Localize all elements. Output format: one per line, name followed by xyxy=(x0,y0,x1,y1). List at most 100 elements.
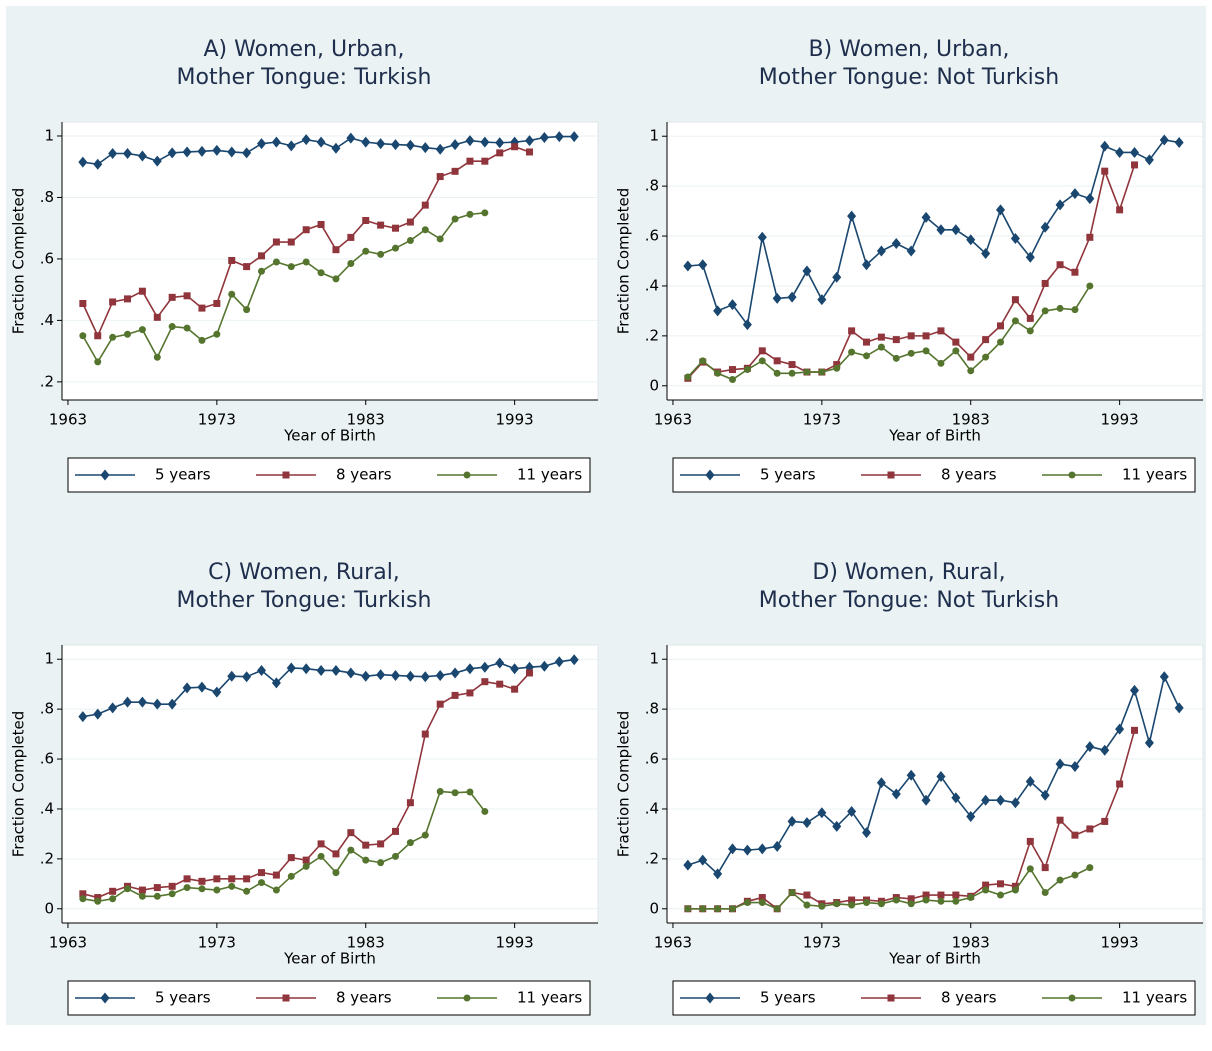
marker xyxy=(153,892,161,900)
marker xyxy=(1086,825,1094,833)
marker xyxy=(921,794,931,806)
marker xyxy=(833,361,841,369)
marker xyxy=(421,201,429,209)
marker xyxy=(832,271,842,283)
marker xyxy=(511,685,519,693)
legend-marker xyxy=(705,992,715,1004)
x-tick-label: 1993 xyxy=(496,411,534,429)
x-axis-title: Year of Birth xyxy=(283,950,376,968)
marker xyxy=(1026,314,1034,322)
marker xyxy=(362,217,370,225)
marker xyxy=(818,368,826,376)
chart-title: B) Women, Urban, xyxy=(808,37,1009,62)
series-line xyxy=(82,212,485,364)
marker xyxy=(198,336,206,344)
marker xyxy=(848,348,856,356)
marker xyxy=(1041,279,1049,287)
marker xyxy=(1159,671,1169,683)
marker xyxy=(907,895,915,903)
marker xyxy=(286,140,296,152)
marker xyxy=(481,157,489,165)
marker xyxy=(287,263,295,271)
marker xyxy=(436,235,444,243)
marker xyxy=(377,250,385,258)
y-tick-label: .2 xyxy=(40,372,54,390)
marker xyxy=(526,148,534,156)
marker xyxy=(729,905,737,913)
y-tick-label: 1 xyxy=(44,126,54,144)
marker xyxy=(168,323,176,331)
marker xyxy=(168,293,176,301)
marker xyxy=(952,897,960,905)
marker xyxy=(332,275,340,283)
marker xyxy=(817,807,827,819)
marker xyxy=(802,265,812,277)
marker xyxy=(937,891,945,899)
marker xyxy=(1086,233,1094,241)
marker xyxy=(123,148,133,160)
marker xyxy=(1010,233,1020,245)
marker xyxy=(698,259,708,271)
y-tick-label: .6 xyxy=(40,249,54,267)
marker xyxy=(833,900,841,908)
marker xyxy=(94,897,102,905)
marker xyxy=(758,899,766,907)
marker xyxy=(684,905,692,913)
marker xyxy=(258,869,266,877)
marker xyxy=(138,287,146,295)
marker xyxy=(198,304,206,312)
marker xyxy=(138,886,146,894)
marker xyxy=(891,238,901,250)
marker xyxy=(877,900,885,908)
marker xyxy=(108,148,118,160)
marker xyxy=(197,681,207,693)
marker xyxy=(227,670,237,682)
marker xyxy=(182,146,192,158)
marker xyxy=(554,131,564,143)
marker xyxy=(331,664,341,676)
marker xyxy=(258,252,266,260)
marker xyxy=(510,663,520,675)
marker xyxy=(317,840,325,848)
marker xyxy=(79,332,87,340)
marker xyxy=(451,215,459,223)
marker xyxy=(346,132,356,144)
marker xyxy=(966,234,976,246)
chart-title: Mother Tongue: Turkish xyxy=(177,65,432,90)
marker xyxy=(272,238,280,246)
marker xyxy=(124,295,132,303)
marker xyxy=(346,667,356,679)
marker xyxy=(198,885,206,893)
marker xyxy=(892,896,900,904)
x-tick-label: 1963 xyxy=(654,411,692,429)
marker xyxy=(451,691,459,699)
y-tick-label: 0 xyxy=(649,376,659,394)
marker xyxy=(863,352,871,360)
marker xyxy=(228,882,236,890)
marker xyxy=(1056,304,1064,312)
marker xyxy=(496,149,504,157)
marker xyxy=(466,689,474,697)
marker xyxy=(1086,282,1094,290)
marker xyxy=(906,245,916,257)
marker xyxy=(465,663,475,675)
marker xyxy=(997,891,1005,899)
marker xyxy=(996,204,1006,216)
marker xyxy=(152,698,162,710)
marker xyxy=(907,349,915,357)
marker xyxy=(1131,161,1139,169)
marker xyxy=(109,895,117,903)
y-tick-label: .4 xyxy=(40,799,54,817)
marker xyxy=(743,899,751,907)
marker xyxy=(480,136,490,148)
marker xyxy=(1174,702,1184,714)
marker xyxy=(876,245,886,257)
marker xyxy=(301,134,311,146)
marker xyxy=(569,131,579,143)
marker xyxy=(213,875,221,883)
y-tick-label: .4 xyxy=(645,799,659,817)
legend-marker xyxy=(887,471,895,479)
marker xyxy=(511,143,519,151)
marker xyxy=(877,333,885,341)
